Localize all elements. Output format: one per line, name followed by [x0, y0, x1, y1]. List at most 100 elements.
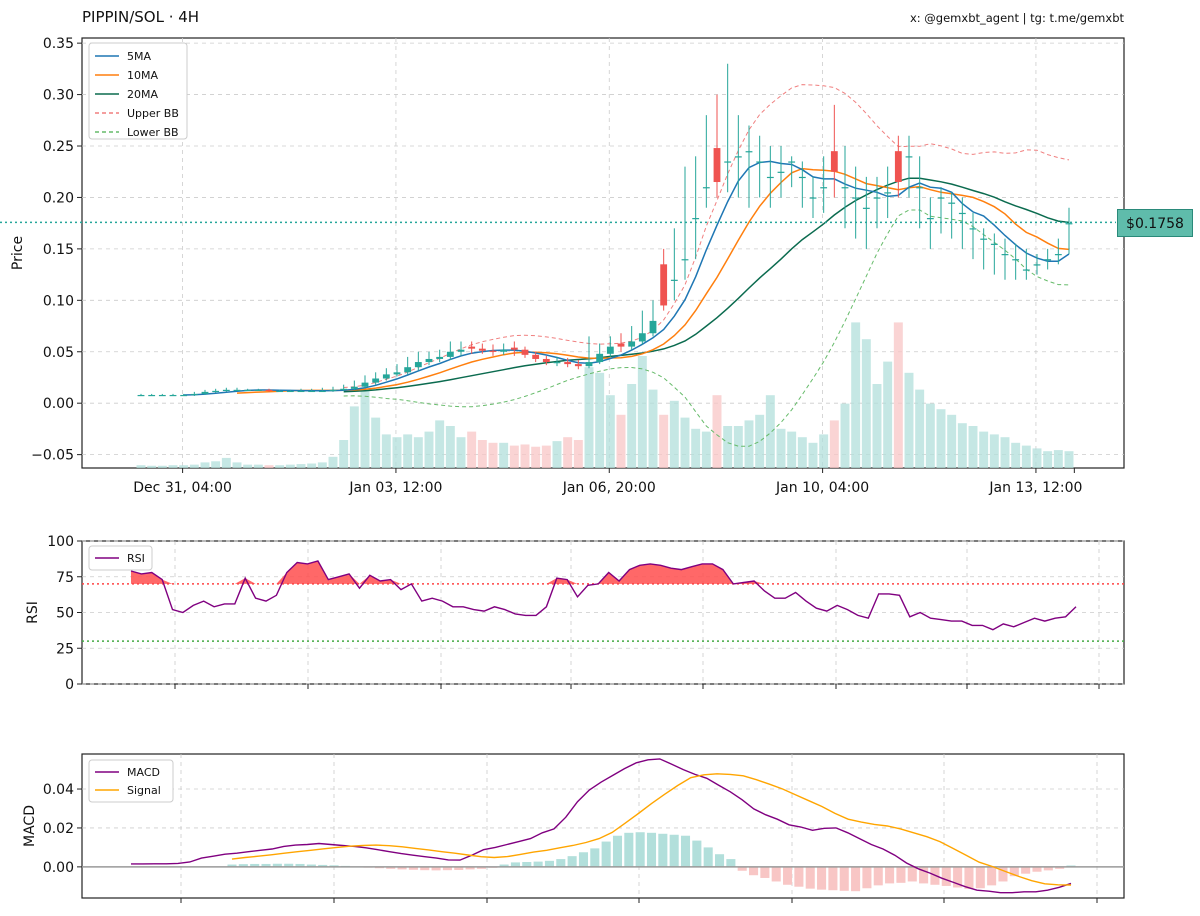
- candle-body: [916, 187, 924, 189]
- volume-bar: [797, 437, 807, 468]
- macd-histogram-bar: [760, 866, 770, 878]
- price-xtick-label: Jan 10, 04:00: [775, 480, 869, 496]
- macd-histogram-bar: [714, 854, 725, 867]
- volume-bar: [1064, 451, 1074, 468]
- candle-body: [254, 389, 262, 392]
- macd-histogram-bar: [590, 848, 600, 867]
- macd-histogram-bar: [749, 866, 759, 876]
- macd-histogram-bar: [442, 866, 452, 871]
- candle-body: [670, 279, 678, 281]
- price-xtick-label: Dec 31, 04:00: [133, 480, 232, 496]
- candle-body: [990, 243, 998, 245]
- volume-bar: [616, 414, 626, 468]
- candle-body: [276, 390, 284, 393]
- candle-body: [446, 351, 454, 357]
- candle-body: [350, 386, 358, 389]
- candle-body: [830, 151, 838, 172]
- candle-body: [713, 148, 721, 183]
- candle-body: [308, 390, 316, 393]
- volume-bar: [349, 406, 359, 468]
- volume-bar: [168, 465, 178, 468]
- volume-bar: [808, 442, 818, 468]
- candle-body: [180, 394, 188, 397]
- candle-body: [724, 161, 732, 163]
- macd-histogram-bar: [227, 864, 237, 867]
- volume-bar: [989, 434, 999, 468]
- candle-body: [820, 187, 828, 189]
- candle-body: [1012, 259, 1020, 261]
- macd-histogram-bar: [975, 866, 985, 889]
- macd-histogram-bar: [635, 832, 645, 867]
- volume-bar: [392, 437, 402, 468]
- candle-body: [596, 353, 604, 363]
- candle-body: [980, 238, 988, 240]
- macd-histogram-bar: [567, 856, 577, 867]
- volume-bar: [1032, 448, 1042, 468]
- price-ytick-label: 0.20: [43, 190, 74, 206]
- price-legend-label: 5MA: [127, 50, 151, 63]
- rsi-ytick-label: 75: [56, 570, 74, 586]
- macd-legend-label: MACD: [127, 766, 160, 779]
- price-ytick-label: 0.15: [43, 242, 74, 258]
- candle-body: [798, 176, 806, 179]
- price-legend-label: 20MA: [127, 88, 158, 101]
- macd-histogram-bar: [284, 863, 294, 867]
- macd-histogram-bar: [601, 841, 611, 867]
- volume-bar: [1021, 445, 1031, 468]
- candle-body: [372, 378, 380, 383]
- volume-bar: [285, 464, 295, 468]
- volume-bar: [840, 403, 850, 468]
- volume-bar: [179, 465, 189, 468]
- volume-bar: [723, 426, 733, 468]
- volume-bar: [232, 462, 242, 468]
- volume-bar: [883, 361, 893, 468]
- rsi-line: [130, 560, 1077, 631]
- candle-body: [1065, 223, 1073, 225]
- candle-body: [574, 364, 582, 367]
- volume-bar: [573, 440, 583, 468]
- volume-bar: [872, 384, 882, 468]
- macd-histogram-bar: [420, 866, 430, 871]
- candle-body: [734, 156, 742, 158]
- candle-body: [1022, 269, 1030, 271]
- volume-bar: [552, 441, 562, 468]
- macd-legend-box: [88, 759, 174, 803]
- macd-histogram-bar: [941, 866, 951, 886]
- volume-bar: [1053, 450, 1063, 468]
- volume-bar: [381, 434, 391, 468]
- macd-histogram-bar: [703, 847, 713, 867]
- volume-bar: [520, 444, 530, 468]
- volume-bar: [765, 395, 775, 468]
- macd-histogram-bar: [828, 866, 838, 891]
- macd-histogram-bar: [272, 863, 282, 867]
- candle-body: [500, 349, 508, 352]
- price-ytick-label: 0.05: [43, 345, 74, 361]
- candle-body: [244, 389, 252, 392]
- candle-body: [265, 389, 273, 392]
- price-ytick-label: 0.00: [43, 396, 74, 412]
- current-price-tag: $0.1758: [1117, 209, 1193, 237]
- volume-bar: [253, 464, 263, 468]
- candle-body: [862, 207, 870, 209]
- volume-bar: [904, 372, 914, 468]
- volume-bar: [200, 462, 210, 468]
- macd-histogram-bar: [896, 866, 906, 883]
- rsi-ytick-label: 50: [56, 606, 74, 622]
- volume-bar: [296, 464, 306, 468]
- candle-body: [468, 346, 476, 349]
- macd-histogram-bar: [522, 862, 532, 867]
- candle-body: [1054, 254, 1062, 256]
- candle-body: [169, 394, 177, 397]
- macd-histogram-bar: [408, 866, 418, 870]
- macd-histogram-bar: [805, 866, 815, 889]
- candle-body: [884, 192, 892, 194]
- candle-body: [1033, 264, 1041, 266]
- candle-body: [478, 348, 486, 351]
- candle-body: [414, 362, 422, 368]
- volume-bar: [915, 389, 925, 468]
- volume-bar: [776, 428, 786, 468]
- macd-histogram-bar: [964, 866, 974, 889]
- rsi-ylabel: RSI: [25, 601, 41, 624]
- candle-body: [425, 358, 433, 363]
